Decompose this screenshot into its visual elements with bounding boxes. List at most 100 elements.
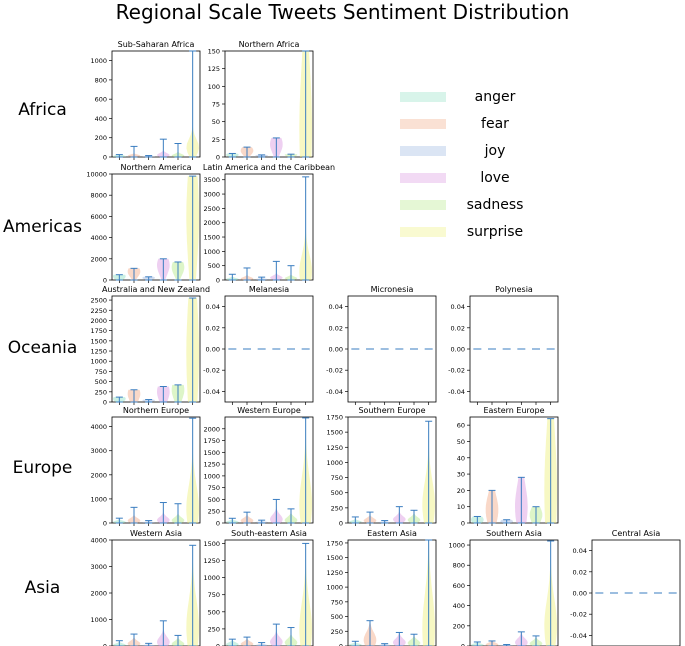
legend-label-sadness: sadness [466,197,524,213]
y-tick-label: 400 [95,115,107,123]
y-tick-label: 1000 [90,57,107,65]
y-tick-label: 60 [457,422,465,430]
panel-title: South-eastern Asia [231,529,307,538]
row-label-americas: Americas [3,217,82,237]
y-tick-label: 1750 [90,327,107,335]
y-tick-label: 0 [103,277,107,285]
panel-australia-and-new-zealand: Australia and New Zealand 0 250 500 750 1000 1… [90,285,210,407]
legend-swatch-love [400,173,446,183]
chart-title: Regional Scale Tweets Sentiment Distribu… [115,0,570,24]
y-tick-label: 750 [331,598,343,606]
panel-title: Melanesia [249,285,289,294]
y-tick-label: 250 [331,628,343,636]
panel-frame [224,295,314,403]
y-tick-label: 1000 [203,472,220,480]
y-tick-label: 1500 [203,449,220,457]
legend-label-joy: joy [484,143,506,159]
panel-title: Northern Europe [123,406,189,415]
panel-northern-europe: Northern Europe 0 1000 2000 3000 4000 [90,406,201,528]
y-tick-label: 4000 [90,234,107,242]
panel-frame [591,539,681,646]
y-tick-label: 1000 [326,459,343,467]
y-tick-label: 500 [331,613,343,621]
y-tick-label: 0.04 [329,303,343,311]
legend-swatch-fear [400,119,446,129]
y-tick-label: 800 [95,76,107,84]
y-tick-label: 200 [453,622,465,630]
panel-frame [347,295,437,403]
row-label-asia: Asia [24,578,61,598]
panel-latin-america-and-the-caribbean: Latin America and the Caribbean 0 500 1000 1… [203,163,335,285]
y-tick-label: 4000 [90,537,107,545]
legend-label-surprise: surprise [466,224,524,240]
y-tick-label: 2000 [90,590,107,598]
panel-central-asia: Central Asia -0.04 -0.02 0.00 0.02 0.04 [570,529,681,646]
y-tick-label: 30 [457,471,465,479]
y-tick-label: 8000 [90,192,107,200]
y-tick-label: 750 [331,474,343,482]
y-tick-label: 500 [331,489,343,497]
y-tick-label: 0.04 [573,547,587,555]
row-label-europe: Europe [12,458,73,478]
y-tick-label: 0 [216,520,220,528]
y-tick-label: 600 [95,96,107,104]
y-tick-label: 250 [208,625,220,633]
panel-melanesia: Melanesia -0.04 -0.02 0.00 0.02 0.04 [203,285,314,405]
legend: anger fear joy love sadness surprise [400,87,570,247]
panel-title: Sub-Saharan Africa [118,40,195,49]
panel-frame [347,416,437,524]
y-tick-label: 1000 [448,542,465,550]
y-tick-label: 1500 [203,234,220,242]
y-tick-label: 125 [208,65,220,73]
y-tick-label: 1500 [90,337,107,345]
y-tick-label: 0 [103,643,107,646]
y-tick-label: 2250 [90,307,107,315]
y-tick-label: 0 [461,520,465,528]
y-tick-label: 0 [461,643,465,646]
y-tick-label: 1500 [326,429,343,437]
y-tick-label: 1500 [203,540,220,548]
legend-label-love: love [480,170,510,186]
y-tick-label: 0.00 [329,346,343,354]
panel-frame [224,416,314,524]
y-tick-label: 0.02 [206,324,220,332]
y-tick-label: 3000 [90,563,107,571]
legend-item-anger: anger [400,87,570,109]
y-tick-label: -0.02 [326,367,343,375]
y-tick-label: 6000 [90,213,107,221]
y-tick-label: 1750 [326,414,343,422]
panel-frame [347,539,437,646]
y-tick-label: 1000 [203,248,220,256]
y-tick-label: 0 [216,643,220,646]
y-tick-label: 0 [339,643,343,646]
panel-southern-asia: Southern Asia 0 200 400 600 800 1000 [448,529,559,646]
y-tick-label: 1750 [203,437,220,445]
panel-title: Australia and New Zealand [102,285,210,294]
y-tick-label: 250 [331,504,343,512]
panel-southern-europe: Southern Europe 0 250 500 750 1000 1250 1500 175… [326,406,437,528]
y-tick-label: 750 [95,368,107,376]
y-tick-label: 1000 [90,358,107,366]
panel-title: Central Asia [612,529,661,538]
panel-eastern-asia: Eastern Asia 0 250 500 750 1000 1250 1500 1750 [326,529,437,646]
panel-western-asia: Western Asia 0 1000 2000 3000 4000 [90,529,201,646]
row-label-africa: Africa [18,100,67,120]
panel-northern-america: Northern America 0 2000 4000 6000 8000 10000 [86,163,201,285]
y-tick-label: 750 [208,484,220,492]
y-tick-label: 0.00 [573,590,587,598]
y-tick-label: 1250 [203,557,220,565]
panel-title: Latin America and the Caribbean [203,163,335,172]
y-tick-label: 750 [208,591,220,599]
panel-title: Northern America [120,163,191,172]
y-tick-label: 3500 [203,176,220,184]
panel-frame [224,539,314,646]
y-tick-label: 2500 [90,297,107,305]
panel-south-eastern-asia: South-eastern Asia 0 250 500 750 1000 1250 1500 [203,529,314,646]
legend-item-surprise: surprise [400,222,570,244]
y-tick-label: 50 [212,118,220,126]
y-tick-label: 250 [208,508,220,516]
panel-frame [224,173,314,281]
y-tick-label: 3000 [203,191,220,199]
y-tick-label: 3000 [90,447,107,455]
